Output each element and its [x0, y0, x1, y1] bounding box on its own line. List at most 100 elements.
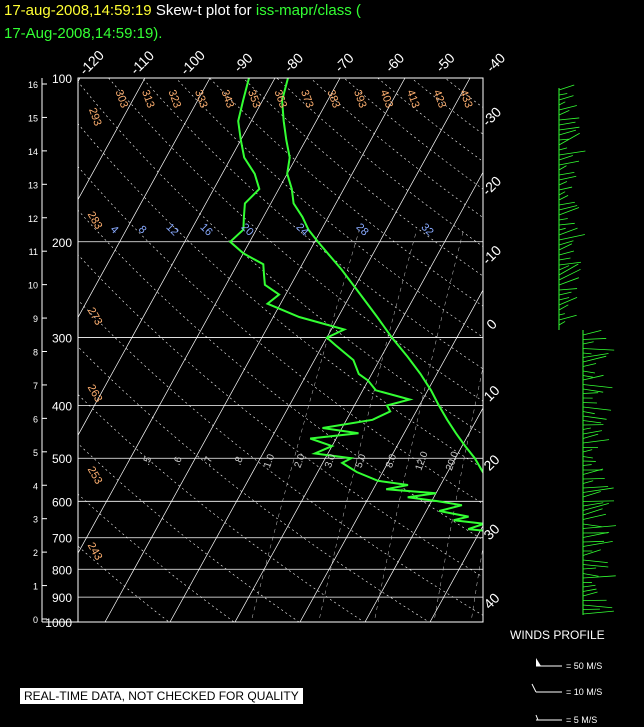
title-source: iss-mapr/class (	[255, 2, 361, 19]
height-label-8: 8	[33, 348, 38, 358]
height-label-5: 5	[33, 448, 38, 458]
wind-barb	[582, 402, 597, 404]
wind-legend-5-barb	[535, 714, 539, 721]
height-label-14: 14	[28, 147, 38, 157]
wind-barb	[558, 105, 577, 111]
mixing-ratio-mid-label-3.0: 3.0	[323, 452, 338, 469]
height-label-15: 15	[28, 113, 38, 123]
dry-adiabat-273	[78, 346, 430, 622]
wind-barb	[582, 491, 601, 498]
wind-barb	[582, 363, 597, 367]
wind-barb	[582, 353, 609, 358]
wind-barb	[558, 95, 574, 101]
wind-barb	[582, 591, 598, 597]
wind-barb	[582, 549, 601, 556]
theta-label-303: 303	[113, 88, 131, 109]
wind-barb	[582, 388, 604, 393]
plot-area	[78, 78, 483, 622]
wind-barb	[558, 243, 573, 251]
wind-barb	[582, 513, 607, 520]
height-label-0: 0	[33, 615, 38, 625]
theta-label-333: 333	[192, 88, 210, 109]
title-plot-label: Skew-t plot for	[155, 2, 252, 19]
wind-barb	[582, 439, 610, 444]
wind-barb	[558, 155, 573, 161]
chart-subtitle: 17-Aug-2008,14:59:19).	[4, 25, 163, 42]
wind-barb	[582, 338, 607, 340]
wind-barb	[582, 433, 599, 439]
height-label-16: 16	[28, 80, 38, 90]
mixing-ratio-mid-label-5.0: 5.0	[354, 452, 369, 469]
wind-barb	[558, 117, 580, 121]
wind-barb	[582, 420, 602, 424]
wind-barb	[582, 449, 593, 453]
wind-barb	[558, 93, 568, 96]
theta-label-353: 353	[245, 88, 263, 109]
wind-barb	[558, 195, 569, 201]
height-label-7: 7	[33, 381, 38, 391]
mixing-ratio-line-4	[433, 366, 483, 622]
dry-adiabat-313	[78, 166, 483, 505]
height-label-11: 11	[29, 247, 38, 257]
wind-barb	[558, 261, 582, 266]
wind-barb	[558, 110, 570, 116]
wind-barb	[582, 573, 599, 577]
wind-barb	[582, 341, 594, 345]
mixing-ratio-mid-label-8.0: 8.0	[384, 452, 399, 469]
isotherm--50	[104, 78, 406, 622]
quality-disclaimer: REAL-TIME DATA, NOT CHECKED FOR QUALITY	[20, 688, 303, 704]
wind-barb	[582, 427, 591, 430]
pressure-label-100: 100	[52, 72, 72, 86]
pressure-label-200: 200	[52, 236, 72, 250]
wind-barb	[558, 205, 578, 211]
wind-legend-10-barb	[531, 683, 537, 693]
wind-barb	[558, 288, 578, 291]
theta-label-343: 343	[219, 88, 237, 109]
theta-label-433: 433	[457, 88, 475, 109]
wind-barb	[558, 165, 567, 171]
mixing-ratio-mid-label-1.0: 1.0	[262, 452, 277, 469]
pressure-label-500: 500	[52, 452, 72, 466]
wind-barb	[582, 406, 612, 411]
wind-barb	[582, 486, 609, 489]
mixing-ratio-line-1	[318, 229, 418, 622]
pressure-label-400: 400	[52, 400, 72, 414]
wind-barb	[558, 186, 573, 191]
wind-barb	[582, 567, 597, 570]
mixing-ratio-line-2	[373, 229, 464, 622]
wind-barb	[558, 160, 580, 166]
wind-barb	[558, 138, 569, 141]
pressure-label-600: 600	[52, 495, 72, 509]
theta-label-413: 413	[404, 88, 422, 109]
wind-barb	[582, 541, 613, 547]
wind-barb	[558, 240, 574, 246]
wind-barb	[582, 352, 592, 355]
wind-barb	[582, 468, 604, 475]
wind-barb	[582, 430, 602, 435]
wind-barb	[558, 268, 581, 281]
height-label-12: 12	[28, 214, 38, 224]
theta-label-373: 373	[298, 88, 316, 109]
wind-barb	[558, 121, 576, 126]
wind-barb	[582, 415, 607, 420]
height-label-9: 9	[33, 314, 38, 324]
pressure-label-800: 800	[52, 563, 72, 577]
wind-barb	[558, 250, 574, 256]
winds-profile-title: WINDS PROFILE	[510, 628, 605, 642]
isotherm--70	[78, 78, 276, 436]
wind-barb	[558, 227, 578, 236]
wind-barb	[582, 375, 593, 378]
isotherm--20	[299, 289, 483, 622]
wind-barb	[558, 129, 577, 136]
height-label-3: 3	[33, 515, 38, 525]
isotherm--10	[364, 407, 483, 622]
wind-barb	[558, 297, 578, 306]
height-label-10: 10	[28, 281, 38, 291]
wind-barb	[558, 218, 568, 221]
height-label-13: 13	[28, 180, 38, 190]
wind-legend-50: = 50 M/S	[566, 661, 603, 671]
isotherm--80	[78, 78, 211, 319]
wind-legend-50-flag	[536, 658, 541, 666]
pressure-label-700: 700	[52, 532, 72, 546]
